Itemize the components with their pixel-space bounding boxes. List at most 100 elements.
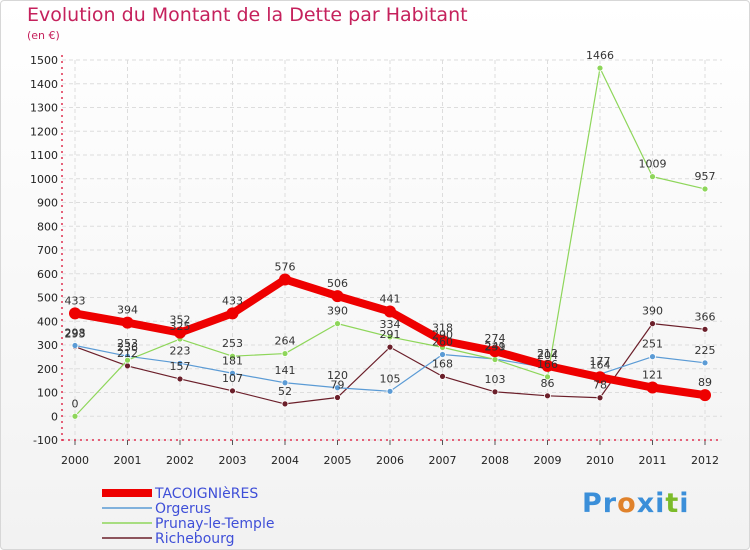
data-label: 291: [380, 328, 401, 341]
y-tick-label: 1200: [30, 125, 58, 138]
data-label: 241: [485, 340, 506, 353]
data-label: 223: [170, 344, 191, 357]
data-point: [281, 379, 289, 387]
data-point: [491, 356, 499, 363]
data-point: [384, 305, 396, 318]
data-point: [281, 350, 289, 357]
data-point: [649, 320, 656, 328]
data-point: [124, 356, 131, 364]
legend-label: Prunay-le-Temple: [155, 516, 274, 532]
data-label: 253: [222, 337, 243, 350]
data-label: 177: [590, 355, 611, 368]
x-tick-label: 2010: [586, 454, 614, 467]
data-label: 225: [695, 344, 716, 357]
y-tick-label: 800: [37, 220, 58, 233]
logo-letter: r: [602, 488, 618, 519]
data-label: 433: [222, 294, 243, 307]
data-label: 957: [695, 170, 716, 183]
legend-label: Orgerus: [155, 501, 211, 517]
x-tick-label: 2005: [324, 454, 352, 467]
data-point: [124, 362, 131, 370]
data-point: [596, 394, 604, 402]
y-tick-label: 1000: [30, 173, 58, 186]
data-point: [279, 273, 291, 286]
data-label: 1009: [639, 158, 667, 171]
x-tick-label: 2012: [691, 454, 719, 467]
x-tick-label: 2003: [219, 454, 247, 467]
y-tick-label: 200: [37, 363, 58, 376]
data-label: 141: [275, 364, 296, 377]
y-tick-label: 100: [37, 387, 58, 400]
data-point: [436, 334, 449, 347]
y-tick-label: 300: [37, 339, 58, 352]
data-label: 251: [642, 338, 663, 351]
data-point: [439, 351, 446, 358]
y-tick-label: 400: [37, 315, 58, 328]
data-label: 166: [537, 358, 558, 371]
data-labels: 0298293433394253236212352325223157433253…: [65, 49, 716, 410]
data-label: 325: [170, 320, 191, 333]
data-label: 394: [117, 304, 138, 317]
data-point: [439, 372, 446, 380]
data-label: 236: [117, 341, 138, 354]
data-label: 120: [327, 369, 348, 382]
data-label: 390: [642, 305, 663, 318]
data-point: [596, 64, 604, 72]
data-point: [71, 412, 79, 420]
data-point: [176, 375, 184, 383]
y-tick-label: 1300: [30, 102, 58, 115]
data-point: [229, 369, 236, 377]
data-point: [701, 359, 709, 367]
data-label: 298: [65, 326, 86, 339]
data-label: 576: [275, 260, 296, 273]
data-label: 157: [170, 360, 191, 373]
x-tick-label: 2002: [166, 454, 194, 467]
data-label: 260: [432, 336, 453, 349]
y-tick-label: 1100: [30, 149, 58, 162]
data-point: [699, 389, 711, 402]
y-tick-label: 1500: [30, 54, 58, 67]
data-label: 253: [117, 337, 138, 350]
x-tick-label: 2007: [429, 454, 457, 467]
grid-lines: [62, 59, 722, 441]
data-point: [649, 173, 656, 181]
data-label: 86: [541, 377, 555, 390]
data-label: 239: [485, 340, 506, 353]
data-point: [386, 333, 394, 341]
y-tick-label: 500: [37, 292, 58, 305]
legend: TACOIGNIèRESOrgerusPrunay-le-TempleRiche…: [102, 486, 274, 547]
data-label: 78: [593, 379, 607, 392]
x-tick-label: 2004: [271, 454, 299, 467]
axes: -100 0 100 200 300 400 500 600 700 800 900 1000 1100…: [30, 54, 722, 467]
data-point: [71, 342, 79, 349]
data-label: 212: [117, 347, 138, 360]
proxiti-logo: Proxiti: [582, 488, 690, 519]
data-point: [544, 392, 551, 400]
x-tick-label: 2001: [114, 454, 142, 467]
data-point: [229, 352, 236, 360]
data-point: [331, 290, 344, 303]
data-point: [386, 343, 394, 351]
data-label: 121: [642, 369, 663, 382]
data-label: 79: [331, 378, 345, 391]
data-label: 103: [485, 373, 506, 386]
logo-letter: t: [665, 488, 680, 519]
data-point: [701, 185, 709, 193]
data-point: [174, 326, 186, 339]
logo-letter: i: [679, 488, 690, 519]
data-label: 168: [432, 357, 453, 370]
x-tick-label: 2006: [376, 454, 404, 467]
y-tick-label: -100: [33, 434, 58, 447]
data-label: 107: [222, 372, 243, 385]
data-label: 181: [222, 354, 243, 367]
data-point: [544, 373, 551, 381]
data-point: [649, 353, 656, 361]
x-tick-label: 2009: [534, 454, 562, 467]
logo-letter: P: [582, 488, 603, 519]
x-tick-label: 2011: [639, 454, 667, 467]
data-label: 212: [537, 347, 558, 360]
data-point: [491, 388, 499, 396]
y-tick-label: 0: [51, 410, 58, 423]
data-label: 390: [327, 305, 348, 318]
